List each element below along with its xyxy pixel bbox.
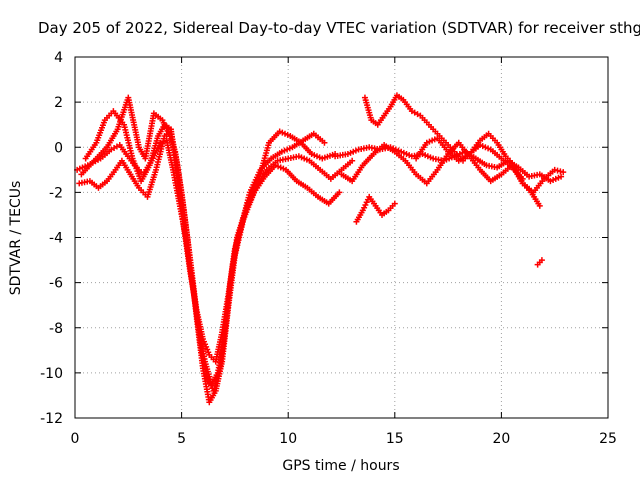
- series-track-b: [76, 128, 343, 406]
- data-point: [558, 173, 565, 180]
- series-track-i: [413, 135, 526, 182]
- y-tick-label: 4: [54, 50, 63, 66]
- chart-title: Day 205 of 2022, Sidereal Day-to-day VTE…: [38, 19, 640, 37]
- grid: [75, 57, 608, 418]
- y-tick-label: -6: [49, 276, 63, 292]
- x-tick-label: 0: [71, 431, 80, 447]
- data-point: [554, 167, 561, 174]
- series-track-j: [534, 257, 545, 268]
- y-tick-label: -12: [40, 411, 63, 427]
- axis-ticks: 0 5 10 15 20 25 -12 -10 -8 -6 -4 -2 0 2 4: [40, 50, 617, 447]
- y-tick-label: 2: [54, 95, 63, 111]
- data-point: [519, 175, 526, 182]
- x-tick-label: 20: [492, 431, 510, 447]
- series-track-h: [353, 193, 398, 225]
- x-axis-label: GPS time / hours: [282, 458, 399, 474]
- data-point: [321, 139, 328, 146]
- y-tick-label: -10: [40, 366, 63, 382]
- y-tick-label: -8: [49, 321, 63, 337]
- data-point: [391, 200, 398, 207]
- y-axis-label: SDTVAR / TECUs: [8, 181, 24, 296]
- data-point: [538, 257, 545, 264]
- data-point: [560, 169, 567, 176]
- data-point: [536, 202, 543, 209]
- series-track-a: [74, 137, 356, 388]
- plot-frame: [74, 56, 609, 419]
- y-tick-label: -4: [49, 231, 63, 247]
- y-tick-label: 0: [54, 140, 63, 156]
- data-points: [74, 92, 567, 406]
- data-point: [557, 168, 564, 175]
- series-track-d: [78, 94, 339, 394]
- data-point: [551, 166, 558, 173]
- x-tick-label: 5: [177, 431, 186, 447]
- x-tick-label: 15: [386, 431, 404, 447]
- data-point: [336, 189, 343, 196]
- x-tick-label: 25: [599, 431, 617, 447]
- x-tick-label: 10: [279, 431, 297, 447]
- data-point: [349, 157, 356, 164]
- y-tick-label: -2: [49, 185, 63, 201]
